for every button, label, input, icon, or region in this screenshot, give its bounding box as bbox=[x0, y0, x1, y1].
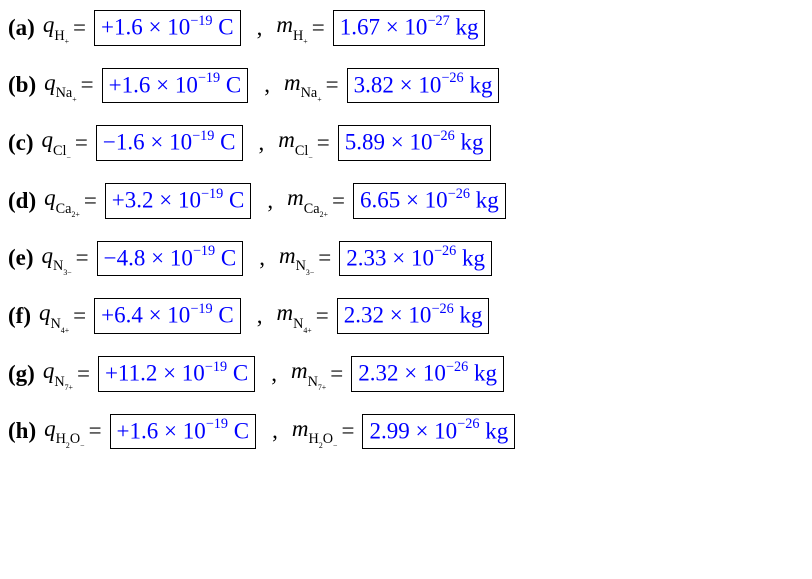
q-subscript: N3− bbox=[53, 258, 72, 274]
separator: , bbox=[271, 361, 277, 387]
equation-row: (b)qNa+=+1.6 × 10−19 C,mNa+=3.82 × 10−26… bbox=[8, 68, 804, 104]
m-symbol: mCa2+ bbox=[287, 185, 328, 216]
m-subscript: H2O− bbox=[309, 431, 338, 447]
m-value-box: 1.67 × 10−27 kg bbox=[333, 10, 486, 46]
q-symbol: qH2O− bbox=[44, 416, 84, 447]
item-label: (e) bbox=[8, 245, 34, 271]
equals: = bbox=[73, 303, 86, 329]
q-subscript: Ca2+ bbox=[56, 201, 80, 217]
item-label: (b) bbox=[8, 72, 36, 98]
equals: = bbox=[332, 188, 345, 214]
separator: , bbox=[259, 245, 265, 271]
item-label: (c) bbox=[8, 130, 34, 156]
equation-list: (a)qH+=+1.6 × 10−19 C,mH+=1.67 × 10−27 k… bbox=[8, 10, 804, 449]
m-subscript: N7+ bbox=[308, 374, 327, 390]
q-subscript: N4+ bbox=[50, 316, 69, 332]
equals: = bbox=[330, 361, 343, 387]
q-subscript: N7+ bbox=[54, 374, 73, 390]
q-symbol: qCl− bbox=[42, 127, 71, 158]
equals: = bbox=[317, 130, 330, 156]
m-subscript: Cl− bbox=[295, 143, 313, 159]
equals: = bbox=[81, 72, 94, 98]
q-symbol: qN7+ bbox=[43, 358, 73, 389]
q-value-box: −4.8 × 10−19 C bbox=[97, 241, 244, 277]
equals: = bbox=[84, 188, 97, 214]
separator: , bbox=[257, 15, 263, 41]
m-subscript: N4+ bbox=[293, 316, 312, 332]
q-value-box: −1.6 × 10−19 C bbox=[96, 125, 243, 161]
q-value-box: +3.2 × 10−19 C bbox=[105, 183, 252, 219]
equals: = bbox=[76, 245, 89, 271]
q-subscript: H2O− bbox=[56, 431, 85, 447]
q-symbol: qNa+ bbox=[44, 70, 77, 101]
m-value-box: 3.82 × 10−26 kg bbox=[347, 68, 500, 104]
separator: , bbox=[259, 130, 265, 156]
q-symbol: qN4+ bbox=[39, 300, 69, 331]
equals: = bbox=[89, 418, 102, 444]
m-value-box: 6.65 × 10−26 kg bbox=[353, 183, 506, 219]
equation-row: (e)qN3−=−4.8 × 10−19 C,mN3−=2.33 × 10−26… bbox=[8, 241, 804, 277]
m-subscript: H+ bbox=[293, 28, 308, 44]
equation-row: (h)qH2O−=+1.6 × 10−19 C,mH2O−=2.99 × 10−… bbox=[8, 414, 804, 450]
equals: = bbox=[77, 361, 90, 387]
equation-row: (d)qCa2+=+3.2 × 10−19 C,mCa2+=6.65 × 10−… bbox=[8, 183, 804, 219]
m-symbol: mH+ bbox=[276, 12, 307, 43]
equals: = bbox=[316, 303, 329, 329]
equation-row: (a)qH+=+1.6 × 10−19 C,mH+=1.67 × 10−27 k… bbox=[8, 10, 804, 46]
m-subscript: Na+ bbox=[301, 85, 322, 101]
m-subscript: N3− bbox=[296, 258, 315, 274]
m-symbol: mH2O− bbox=[292, 416, 338, 447]
m-value-box: 2.99 × 10−26 kg bbox=[362, 414, 515, 450]
item-label: (g) bbox=[8, 361, 35, 387]
q-value-box: +1.6 × 10−19 C bbox=[110, 414, 257, 450]
m-symbol: mN7+ bbox=[291, 358, 326, 389]
equals: = bbox=[318, 245, 331, 271]
m-value-box: 2.32 × 10−26 kg bbox=[351, 356, 504, 392]
m-value-box: 2.33 × 10−26 kg bbox=[339, 241, 492, 277]
equation-row: (g)qN7+=+11.2 × 10−19 C,mN7+=2.32 × 10−2… bbox=[8, 356, 804, 392]
m-value-box: 5.89 × 10−26 kg bbox=[338, 125, 491, 161]
equals: = bbox=[326, 72, 339, 98]
equals: = bbox=[312, 15, 325, 41]
m-symbol: mCl− bbox=[278, 127, 313, 158]
m-symbol: mN3− bbox=[279, 243, 314, 274]
equation-row: (c)qCl−=−1.6 × 10−19 C,mCl−=5.89 × 10−26… bbox=[8, 125, 804, 161]
item-label: (d) bbox=[8, 188, 36, 214]
separator: , bbox=[272, 418, 278, 444]
q-value-box: +1.6 × 10−19 C bbox=[94, 10, 241, 46]
equals: = bbox=[341, 418, 354, 444]
q-subscript: H+ bbox=[54, 28, 69, 44]
item-label: (h) bbox=[8, 418, 36, 444]
q-symbol: qN3− bbox=[42, 243, 72, 274]
m-symbol: mNa+ bbox=[284, 70, 322, 101]
equals: = bbox=[75, 130, 88, 156]
m-value-box: 2.32 × 10−26 kg bbox=[337, 298, 490, 334]
equals: = bbox=[73, 15, 86, 41]
equation-row: (f)qN4+=+6.4 × 10−19 C,mN4+=2.32 × 10−26… bbox=[8, 298, 804, 334]
q-value-box: +11.2 × 10−19 C bbox=[98, 356, 255, 392]
q-symbol: qCa2+ bbox=[44, 185, 80, 216]
q-value-box: +1.6 × 10−19 C bbox=[102, 68, 249, 104]
separator: , bbox=[267, 188, 273, 214]
q-subscript: Cl− bbox=[53, 143, 71, 159]
q-value-box: +6.4 × 10−19 C bbox=[94, 298, 241, 334]
item-label: (f) bbox=[8, 303, 31, 329]
m-symbol: mN4+ bbox=[276, 300, 311, 331]
q-symbol: qH+ bbox=[43, 12, 69, 43]
q-subscript: Na+ bbox=[56, 85, 77, 101]
separator: , bbox=[257, 303, 263, 329]
item-label: (a) bbox=[8, 15, 35, 41]
m-subscript: Ca2+ bbox=[304, 201, 328, 217]
separator: , bbox=[264, 72, 270, 98]
